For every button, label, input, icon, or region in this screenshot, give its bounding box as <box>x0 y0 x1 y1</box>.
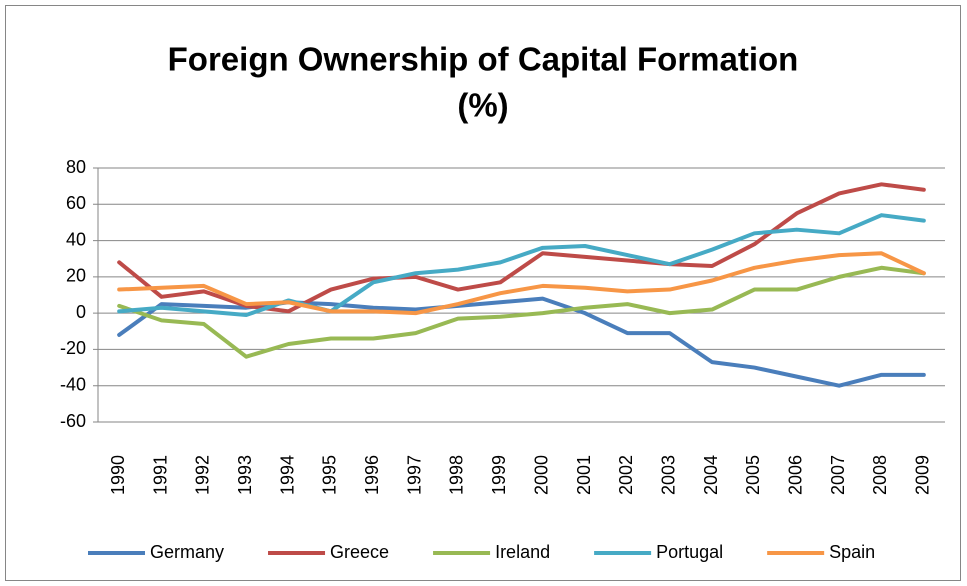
x-tick-label: 2003 <box>658 455 678 495</box>
x-tick-label: 1992 <box>193 455 213 495</box>
series-line <box>117 182 926 314</box>
legend-label: Greece <box>330 542 389 562</box>
x-tick-label: 2002 <box>616 455 636 495</box>
x-tick-label: 2009 <box>913 455 933 495</box>
x-tick-label: 2004 <box>701 455 721 495</box>
x-tick-label: 1998 <box>447 455 467 495</box>
y-tick-label: 0 <box>76 302 86 322</box>
legend-label: Ireland <box>495 542 550 562</box>
x-tick-label: 1997 <box>404 455 424 495</box>
y-tick-label: -60 <box>60 411 86 431</box>
x-tick-label: 1995 <box>320 455 340 495</box>
legend-label: Portugal <box>656 542 723 562</box>
x-tick-label: 2007 <box>828 455 848 495</box>
x-tick-label: 2006 <box>786 455 806 495</box>
x-tick-label: 2001 <box>574 455 594 495</box>
x-tick-label: 1993 <box>235 455 255 495</box>
x-tick-label: 1999 <box>489 455 509 495</box>
x-tick-label: 1996 <box>362 455 382 495</box>
x-tick-label: 2005 <box>743 455 763 495</box>
chart-frame <box>5 5 961 581</box>
y-tick-label: 40 <box>66 229 86 249</box>
y-tick-label: 20 <box>66 266 86 286</box>
legend-label: Spain <box>829 542 875 562</box>
chart-title: (%) <box>457 87 508 124</box>
y-tick-label: 60 <box>66 193 86 213</box>
x-tick-label: 1994 <box>277 455 297 495</box>
series-line <box>117 251 926 316</box>
y-tick-label: -20 <box>60 338 86 358</box>
y-tick-label: -40 <box>60 374 86 394</box>
legend-label: Germany <box>150 542 224 562</box>
x-tick-label: 2008 <box>870 455 890 495</box>
x-tick-label: 1990 <box>108 455 128 495</box>
series-line <box>117 265 926 359</box>
series-line <box>117 213 926 317</box>
x-tick-label: 1991 <box>150 455 170 495</box>
chart-title: Foreign Ownership of Capital Formation <box>168 41 799 78</box>
y-tick-label: 80 <box>66 157 86 177</box>
x-tick-label: 2000 <box>531 455 551 495</box>
